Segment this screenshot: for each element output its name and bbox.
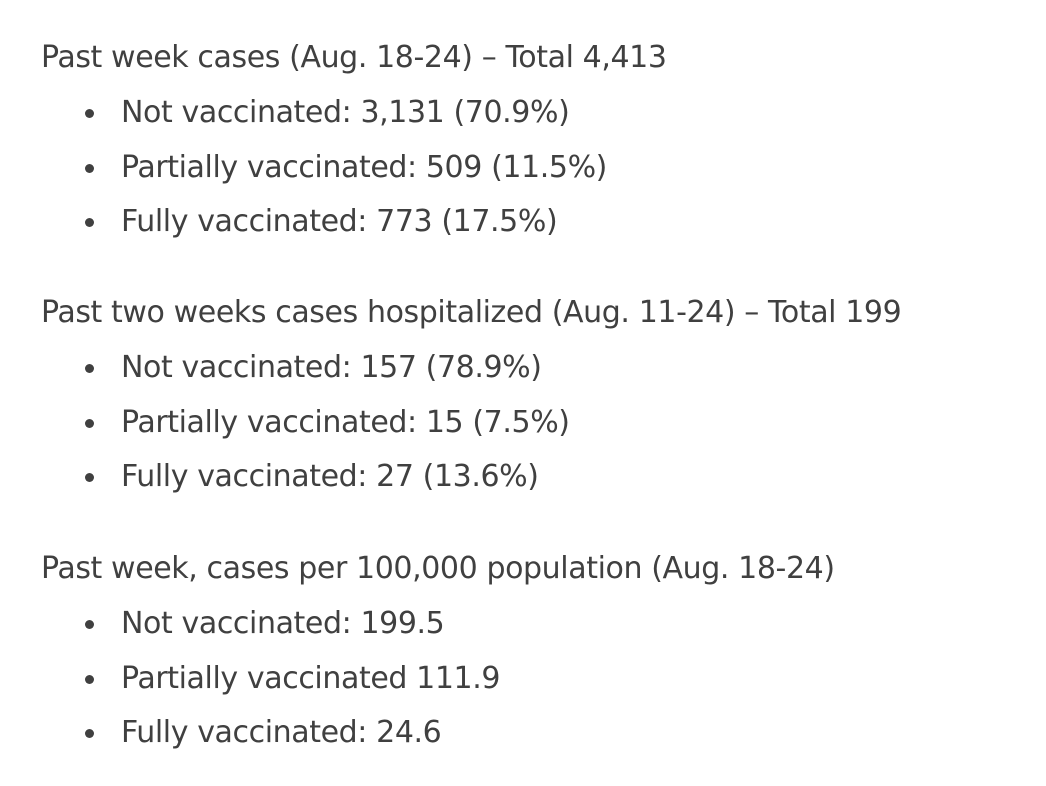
- bullet-icon: [85, 418, 94, 428]
- bullet-icon: [85, 620, 94, 629]
- list-item-text: Partially vaccinated: 15 (7.5%): [121, 404, 570, 440]
- list-item-text: Fully vaccinated: 773 (17.5%): [121, 204, 558, 239]
- bullet-icon: [85, 364, 94, 373]
- list-item-text: Not vaccinated: 3,131 (70.9%): [121, 95, 570, 130]
- list-item-text: Fully vaccinated: 24.6: [121, 715, 442, 750]
- list-item-text: Not vaccinated: 157 (78.9%): [121, 350, 542, 385]
- bullet-icon: [85, 473, 94, 482]
- section-heading: Past two weeks cases hospitalized (Aug. …: [41, 295, 902, 330]
- bullet-icon: [85, 163, 94, 173]
- bullet-icon: [85, 674, 94, 684]
- list-item-text: Not vaccinated: 199.5: [121, 606, 445, 641]
- bullet-icon: [85, 109, 94, 118]
- section-heading: Past week cases (Aug. 18-24) – Total 4,4…: [41, 40, 667, 75]
- section-heading: Past week, cases per 100,000 population …: [41, 551, 835, 586]
- bullet-icon: [85, 729, 94, 738]
- bullet-icon: [85, 218, 94, 227]
- list-item-text: Partially vaccinated 111.9: [121, 660, 501, 696]
- list-item-text: Partially vaccinated: 509 (11.5%): [121, 149, 607, 185]
- list-item-text: Fully vaccinated: 27 (13.6%): [121, 459, 539, 494]
